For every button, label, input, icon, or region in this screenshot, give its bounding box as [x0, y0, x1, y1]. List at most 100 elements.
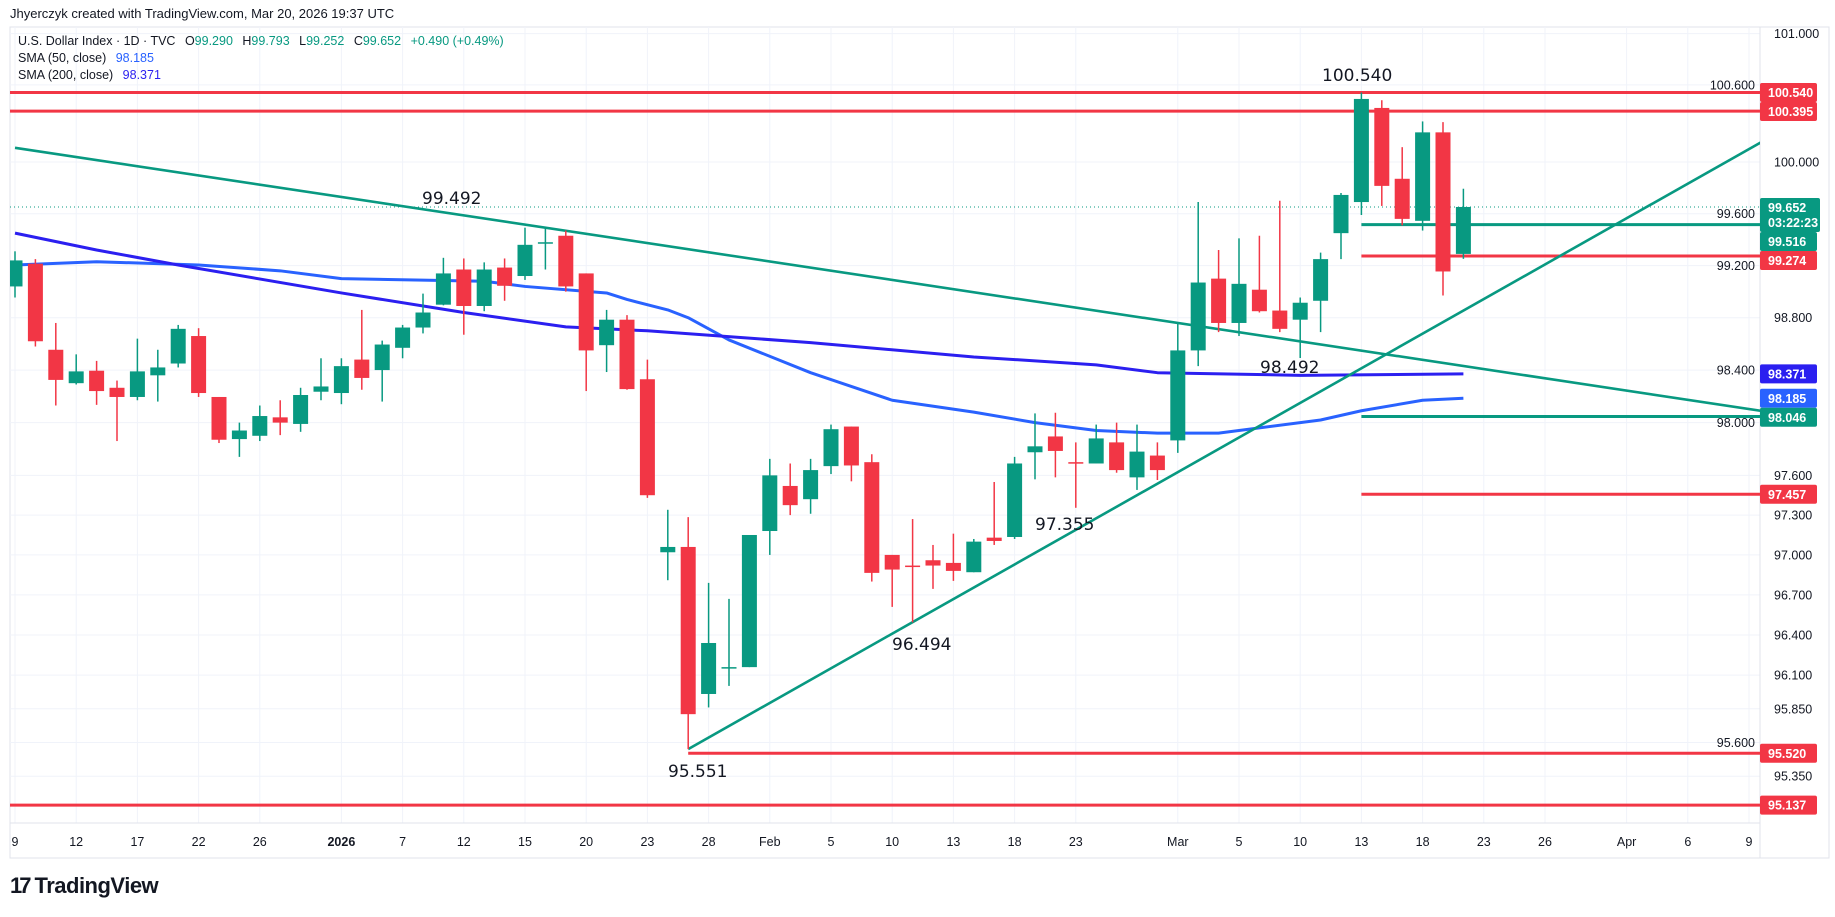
candle[interactable]: [578, 273, 594, 392]
candle-body: [456, 269, 472, 306]
candle[interactable]: [1394, 147, 1410, 226]
candle[interactable]: [27, 259, 43, 347]
candle[interactable]: [456, 258, 472, 335]
candle[interactable]: [415, 293, 431, 334]
ascending-trendline[interactable]: [687, 138, 1769, 751]
tradingview-logo[interactable]: 17 TradingView: [10, 873, 159, 899]
candle[interactable]: [395, 324, 411, 359]
legend-symbol-row[interactable]: U.S. Dollar Index · 1D · TVC O99.290 H99…: [18, 33, 504, 50]
candle[interactable]: [293, 387, 309, 432]
sma-200-line[interactable]: [14, 231, 1464, 377]
candle[interactable]: [129, 338, 145, 401]
candle[interactable]: [1435, 122, 1451, 296]
legend-sma200-value: 98.371: [122, 68, 161, 82]
candle[interactable]: [89, 360, 105, 405]
time-axis[interactable]: 9 12 17 22 26 2026 7 12 15 20 23 28 Feb 5 10 13 18 23 Mar 5…: [12, 835, 1753, 849]
candle[interactable]: [333, 358, 349, 405]
candle[interactable]: [48, 322, 64, 406]
candle[interactable]: [986, 481, 1002, 545]
candle[interactable]: [741, 534, 757, 668]
candle[interactable]: [1353, 92, 1369, 215]
candle[interactable]: [1047, 412, 1063, 478]
candle[interactable]: [823, 424, 839, 475]
candle[interactable]: [803, 458, 819, 514]
candle[interactable]: [1231, 238, 1247, 337]
candle[interactable]: [517, 227, 533, 280]
candle[interactable]: [782, 463, 798, 516]
candle[interactable]: [701, 582, 717, 708]
candle[interactable]: [1149, 442, 1165, 481]
candle[interactable]: [150, 349, 166, 402]
candle[interactable]: [272, 400, 288, 436]
candle[interactable]: [1170, 322, 1186, 453]
candle-body: [1353, 98, 1369, 203]
candle[interactable]: [1211, 250, 1227, 333]
candle[interactable]: [721, 598, 737, 686]
candle[interactable]: [1007, 456, 1023, 539]
plot-area[interactable]: [0, 91, 1769, 807]
candle[interactable]: [619, 315, 635, 390]
price-axis[interactable]: 101.000 100.600 100.000 99.600 99.200 98.800 9…: [1710, 27, 1819, 784]
legend-high-label: H: [242, 34, 252, 48]
candle[interactable]: [884, 554, 900, 607]
time-tick-label: 5: [1236, 835, 1243, 849]
candle[interactable]: [660, 509, 676, 581]
candle[interactable]: [639, 359, 655, 498]
price-label-background: [1760, 102, 1817, 122]
candle[interactable]: [476, 262, 492, 312]
candle[interactable]: [537, 227, 553, 270]
candle[interactable]: [8, 251, 23, 298]
candle[interactable]: [1374, 100, 1390, 206]
candle-body: [701, 642, 717, 694]
descending-trendline[interactable]: [14, 146, 1769, 412]
candle[interactable]: [231, 422, 247, 457]
candle-body: [1231, 283, 1247, 323]
candle[interactable]: [864, 454, 880, 582]
candle[interactable]: [599, 309, 615, 373]
candle[interactable]: [1027, 413, 1043, 480]
time-tick-label: 10: [1293, 835, 1307, 849]
candle[interactable]: [1415, 121, 1431, 231]
candle[interactable]: [1190, 202, 1206, 367]
candle-body: [843, 426, 859, 466]
candle[interactable]: [1333, 192, 1349, 260]
candle[interactable]: [762, 458, 778, 555]
candle[interactable]: [170, 324, 186, 368]
legend-sma50-row[interactable]: SMA (50, close) 98.185: [18, 50, 504, 67]
candle[interactable]: [313, 358, 329, 401]
candle-body: [1333, 194, 1349, 234]
candle[interactable]: [374, 340, 390, 402]
candle[interactable]: [1129, 424, 1145, 490]
candle[interactable]: [1313, 252, 1329, 333]
candle-body: [905, 565, 921, 568]
time-tick-label: 18: [1416, 835, 1430, 849]
candle[interactable]: [966, 538, 982, 573]
candle[interactable]: [109, 380, 125, 442]
candle[interactable]: [1455, 188, 1471, 259]
candle[interactable]: [1292, 297, 1308, 359]
candle[interactable]: [252, 405, 268, 442]
candle[interactable]: [1109, 422, 1125, 473]
candle[interactable]: [1068, 442, 1084, 508]
candle[interactable]: [843, 426, 859, 482]
price-tick-label: 95.850: [1774, 702, 1812, 716]
candle[interactable]: [680, 517, 696, 750]
candle[interactable]: [435, 257, 451, 306]
candle[interactable]: [925, 544, 941, 589]
tradingview-logo-icon: 17: [10, 873, 32, 898]
price-tick-label: 97.000: [1774, 548, 1812, 562]
candle[interactable]: [211, 396, 227, 444]
candle[interactable]: [905, 519, 921, 623]
candle[interactable]: [1088, 424, 1104, 464]
candle[interactable]: [945, 533, 961, 581]
candle[interactable]: [558, 230, 574, 292]
candle[interactable]: [497, 258, 513, 301]
legend-sma200-row[interactable]: SMA (200, close) 98.371: [18, 67, 504, 84]
candle[interactable]: [354, 309, 370, 390]
candle[interactable]: [1251, 235, 1267, 313]
level-price-label: 100.540: [1760, 83, 1817, 103]
candle[interactable]: [68, 354, 84, 385]
candle[interactable]: [1272, 200, 1288, 333]
candle[interactable]: [191, 328, 207, 397]
